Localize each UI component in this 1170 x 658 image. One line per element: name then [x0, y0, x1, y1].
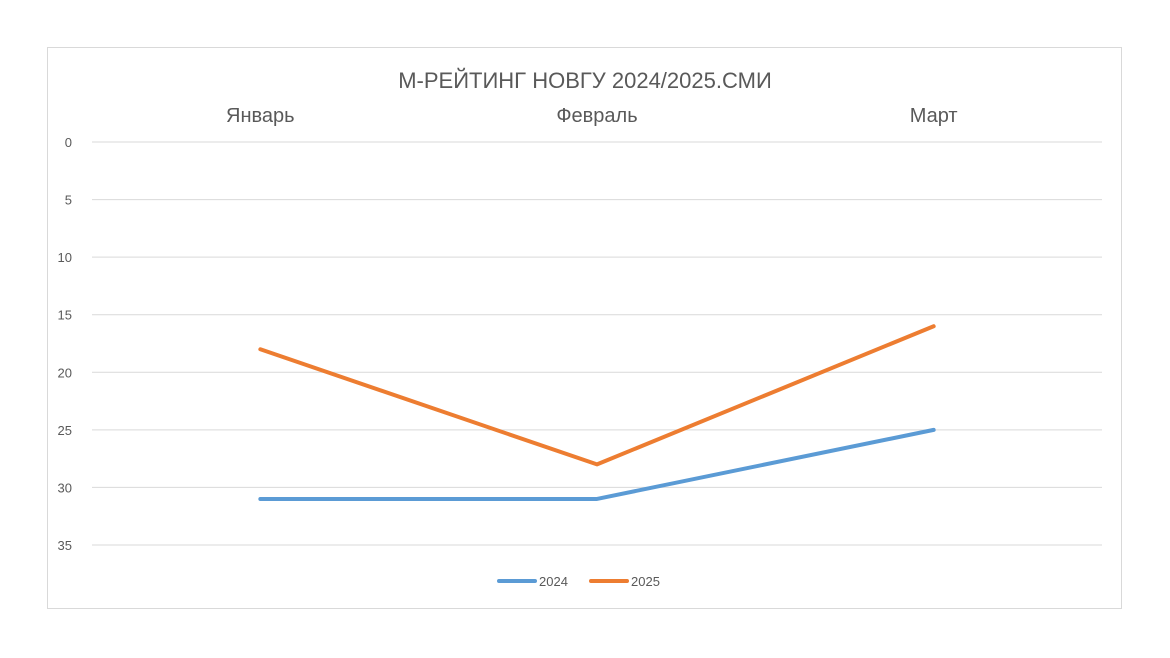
x-category-label: Февраль — [556, 105, 637, 127]
chart-title: М-РЕЙТИНГ НОВГУ 2024/2025.СМИ — [398, 68, 772, 93]
legend-label: 2024 — [539, 574, 568, 589]
y-tick-label: 35 — [58, 538, 72, 553]
y-axis-tick-labels: 0 5 10 15 20 25 30 35 — [58, 135, 72, 553]
series-line-2025 — [258, 324, 936, 467]
y-tick-label: 25 — [58, 423, 72, 438]
series-line-2024 — [258, 427, 936, 501]
x-category-label: Январь — [226, 105, 295, 127]
x-axis-category-labels: Январь Февраль Март — [226, 105, 958, 127]
y-tick-label: 30 — [58, 480, 72, 495]
series-lines — [258, 324, 936, 501]
y-tick-label: 20 — [58, 365, 72, 380]
legend: 2024 2025 — [497, 574, 660, 589]
y-tick-label: 10 — [58, 250, 72, 265]
y-tick-label: 15 — [58, 308, 72, 323]
x-category-label: Март — [910, 105, 958, 127]
legend-label: 2025 — [631, 574, 660, 589]
gridlines — [92, 141, 1102, 546]
y-tick-label: 5 — [65, 193, 72, 208]
y-tick-label: 0 — [65, 135, 72, 150]
chart-frame — [47, 47, 1122, 609]
